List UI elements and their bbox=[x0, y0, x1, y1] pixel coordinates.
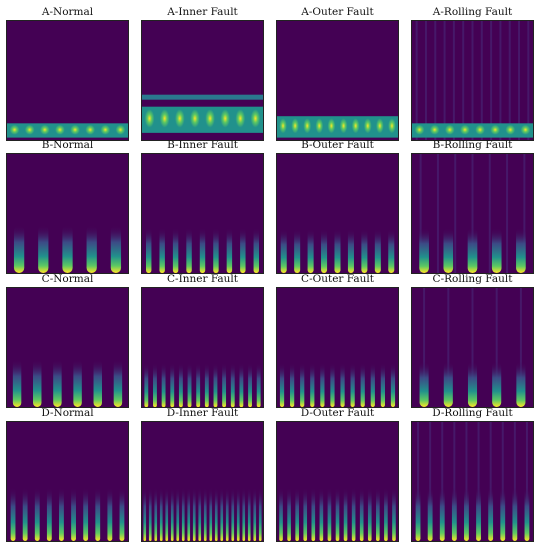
panel-b-normal: B-Normal bbox=[6, 137, 129, 274]
panel-c-outer-fault: C-Outer Fault bbox=[276, 271, 399, 408]
spectrogram-svg bbox=[412, 422, 533, 541]
spectrogram-image bbox=[141, 287, 264, 408]
panel-title: C-Inner Fault bbox=[167, 273, 238, 285]
panel-d-normal: D-Normal bbox=[6, 405, 129, 542]
spectrogram-image bbox=[411, 20, 534, 141]
spectrogram-svg bbox=[142, 154, 263, 273]
spectrogram-image bbox=[276, 153, 399, 274]
panel-a-normal: A-Normal bbox=[6, 4, 129, 141]
panel-title: B-Inner Fault bbox=[167, 139, 238, 151]
spectrogram-svg bbox=[277, 422, 398, 541]
panel-title: D-Inner Fault bbox=[166, 407, 239, 419]
spectrogram-svg bbox=[7, 21, 128, 140]
panel-title: B-Rolling Fault bbox=[432, 139, 513, 151]
panel-title: C-Normal bbox=[41, 273, 94, 285]
panel-title: B-Outer Fault bbox=[301, 139, 374, 151]
spectrogram-image bbox=[276, 287, 399, 408]
panel-a-rolling-fault: A-Rolling Fault bbox=[411, 4, 534, 141]
spectrogram-svg bbox=[7, 154, 128, 273]
spectrogram-svg bbox=[7, 422, 128, 541]
panel-title: A-Outer Fault bbox=[301, 6, 374, 18]
panel-d-inner-fault: D-Inner Fault bbox=[141, 405, 264, 542]
spectrogram-image bbox=[276, 421, 399, 542]
panel-a-inner-fault: A-Inner Fault bbox=[141, 4, 264, 141]
spectrogram-svg bbox=[142, 422, 263, 541]
panel-title: D-Normal bbox=[41, 407, 94, 419]
spectrogram-image bbox=[6, 421, 129, 542]
spectrogram-image bbox=[141, 421, 264, 542]
spectrogram-image bbox=[141, 153, 264, 274]
spectrogram-image bbox=[141, 20, 264, 141]
panel-title: D-Outer Fault bbox=[300, 407, 375, 419]
panel-b-inner-fault: B-Inner Fault bbox=[141, 137, 264, 274]
spectrogram-svg bbox=[277, 288, 398, 407]
panel-b-rolling-fault: B-Rolling Fault bbox=[411, 137, 534, 274]
panel-title: A-Inner Fault bbox=[167, 6, 238, 18]
spectrogram-image bbox=[276, 20, 399, 141]
spectrogram-image bbox=[411, 153, 534, 274]
panel-title: A-Normal bbox=[41, 6, 94, 18]
panel-b-outer-fault: B-Outer Fault bbox=[276, 137, 399, 274]
spectrogram-svg bbox=[7, 288, 128, 407]
spectrogram-svg bbox=[142, 21, 263, 140]
spectrogram-image bbox=[411, 421, 534, 542]
panel-c-normal: C-Normal bbox=[6, 271, 129, 408]
spectrogram-image bbox=[6, 153, 129, 274]
spectrogram-image bbox=[6, 287, 129, 408]
panel-title: C-Rolling Fault bbox=[432, 273, 513, 285]
panel-title: B-Normal bbox=[41, 139, 94, 151]
panel-d-outer-fault: D-Outer Fault bbox=[276, 405, 399, 542]
panel-c-inner-fault: C-Inner Fault bbox=[141, 271, 264, 408]
panel-title: C-Outer Fault bbox=[301, 273, 374, 285]
spectrogram-svg bbox=[277, 21, 398, 140]
panel-a-outer-fault: A-Outer Fault bbox=[276, 4, 399, 141]
spectrogram-svg bbox=[142, 288, 263, 407]
panel-title: A-Rolling Fault bbox=[432, 6, 513, 18]
spectrogram-svg bbox=[412, 288, 533, 407]
spectrogram-svg bbox=[412, 154, 533, 273]
spectrogram-svg bbox=[412, 21, 533, 140]
spectrogram-image bbox=[411, 287, 534, 408]
panel-d-rolling-fault: D-Rolling Fault bbox=[411, 405, 534, 542]
panel-title: D-Rolling Fault bbox=[432, 407, 513, 419]
spectrogram-svg bbox=[277, 154, 398, 273]
panel-c-rolling-fault: C-Rolling Fault bbox=[411, 271, 534, 408]
spectrogram-image bbox=[6, 20, 129, 141]
